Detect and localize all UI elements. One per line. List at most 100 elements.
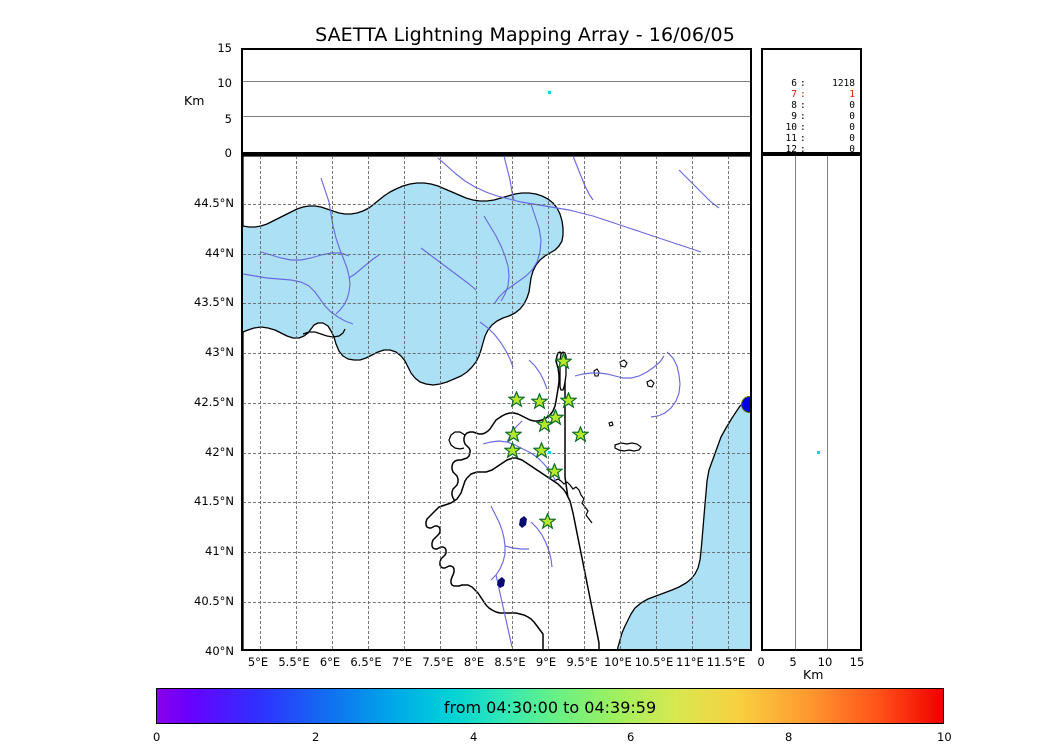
km-axis-label: Km: [803, 667, 824, 682]
page-title: SAETTA Lightning Mapping Array - 16/06/0…: [315, 24, 735, 46]
stats-colon-12: :: [800, 144, 806, 154]
stats-key-9: 9: [791, 111, 797, 122]
gallura-coast: [553, 478, 593, 524]
gridline-lon-7: [404, 156, 405, 649]
gridline-lat-43.5: [243, 303, 750, 304]
station-marker[interactable]: [530, 392, 548, 410]
gridline-lon-9: [548, 156, 549, 649]
vhf-source-point: [816, 450, 820, 454]
lat-tick-42: 42°N: [205, 445, 234, 459]
stats-colon-6: :: [800, 78, 806, 89]
lake-omodeo: [497, 577, 505, 588]
lon-tick-6.5: 6.5°E: [350, 655, 382, 669]
station-marker[interactable]: [532, 441, 550, 459]
gridline-lat-41: [243, 552, 750, 553]
altitude-latitude-panel[interactable]: [761, 154, 862, 651]
station-marker[interactable]: [571, 425, 589, 443]
lon-tick-5: 5°E: [247, 655, 269, 669]
station-marker[interactable]: [504, 425, 522, 443]
lon-tick-9: 9°E: [535, 655, 557, 669]
lon-tick-10: 10°E: [604, 655, 632, 669]
altitude-longitude-panel[interactable]: [241, 48, 752, 154]
lat-tick-40: 40°N: [205, 644, 234, 658]
gridline-lat-44.5: [243, 204, 750, 205]
map-panel[interactable]: [241, 154, 752, 651]
gridline-lon-10.5: [656, 156, 657, 649]
edge-marker-dot[interactable]: [740, 395, 750, 413]
coastline-map: [243, 156, 750, 649]
stats-key-12: 12: [785, 144, 797, 154]
gridline-lon-10: [620, 156, 621, 649]
lon-tick-11: 11°E: [676, 655, 704, 669]
lat-tick-40.5: 40.5°N: [194, 594, 234, 608]
stats-key-6: 6: [791, 78, 797, 89]
stats-colon-11: :: [800, 133, 806, 144]
lat-tick-41: 41°N: [205, 544, 234, 558]
colorbar-tick-10: 10: [937, 730, 952, 744]
stats-value-8: 0: [849, 100, 855, 111]
stats-key-7: 7: [791, 89, 797, 100]
station-marker[interactable]: [559, 391, 577, 409]
stats-colon-8: :: [800, 100, 806, 111]
colorbar-tick-6: 6: [627, 730, 635, 744]
elba-island: [614, 442, 642, 452]
gridline-lon-7.5: [440, 156, 441, 649]
lat-tick-43.5: 43.5°N: [194, 295, 234, 309]
alt-tick-15: 15: [217, 41, 232, 55]
gridline-km-5: [795, 156, 796, 649]
station-marker[interactable]: [545, 462, 563, 480]
gridline-lat-40.5: [243, 602, 750, 603]
stats-value-12: 0: [849, 144, 855, 154]
ligurian-coast-detail: [302, 328, 346, 338]
stats-value-10: 0: [849, 122, 855, 133]
lat-tick-42.5: 42.5°N: [194, 395, 234, 409]
gridline-lat-41.5: [243, 502, 750, 503]
gridline-lon-11.5: [728, 156, 729, 649]
alt-tick-10: 10: [217, 76, 232, 90]
corsica-west-coast: [448, 431, 466, 450]
lon-tick-9.5: 9.5°E: [566, 655, 598, 669]
station-marker[interactable]: [503, 441, 521, 459]
station-marker[interactable]: [507, 390, 525, 408]
mainland-landmass: [243, 156, 750, 649]
lon-tick-8: 8°E: [463, 655, 485, 669]
stats-key-8: 8: [791, 100, 797, 111]
colorbar[interactable]: [156, 688, 944, 724]
giglio-island: [646, 379, 655, 388]
alt-tick-0: 0: [224, 146, 232, 160]
station-marker[interactable]: [535, 415, 553, 433]
alt-tick-5: 5: [224, 112, 232, 126]
km-tick-15: 15: [849, 655, 865, 669]
lat-tick-44: 44°N: [205, 246, 234, 260]
lat-tick-41.5: 41.5°N: [194, 494, 234, 508]
stats-colon-9: :: [800, 111, 806, 122]
colorbar-tick-4: 4: [470, 730, 478, 744]
station-marker[interactable]: [538, 512, 556, 530]
stats-value-6: 1218: [832, 78, 855, 89]
gridline-lon-6: [332, 156, 333, 649]
lat-tick-44.5: 44.5°N: [194, 196, 234, 210]
alt-axis-label: Km: [184, 93, 205, 108]
station-count-panel[interactable]: 6 : 1218 7 : 1 8 : 0 9 : 0 10 : 0 11 : 0: [761, 48, 862, 154]
stats-key-10: 10: [785, 122, 797, 133]
station-marker[interactable]: [546, 408, 564, 426]
stats-colon-10: :: [800, 122, 806, 133]
lon-tick-11.5: 11.5°E: [706, 655, 746, 669]
gridline-lat-42: [243, 453, 750, 454]
stats-value-11: 0: [849, 133, 855, 144]
lon-tick-8.5: 8.5°E: [494, 655, 526, 669]
gridline-lat-44: [243, 254, 750, 255]
gridline-lon-5.5: [296, 156, 297, 649]
gridline-lon-5: [260, 156, 261, 649]
stats-value-7: 1: [849, 89, 855, 100]
station-marker[interactable]: [554, 352, 572, 370]
gridline-alt-10: [243, 81, 750, 82]
lon-tick-6: 6°E: [319, 655, 341, 669]
small-isle-b: [608, 421, 614, 427]
colorbar-tick-0: 0: [153, 730, 161, 744]
vhf-source-point: [547, 450, 551, 454]
stats-value-9: 0: [849, 111, 855, 122]
colorbar-caption: from 04:30:00 to 04:39:59: [443, 698, 657, 717]
lon-tick-7.5: 7.5°E: [422, 655, 454, 669]
